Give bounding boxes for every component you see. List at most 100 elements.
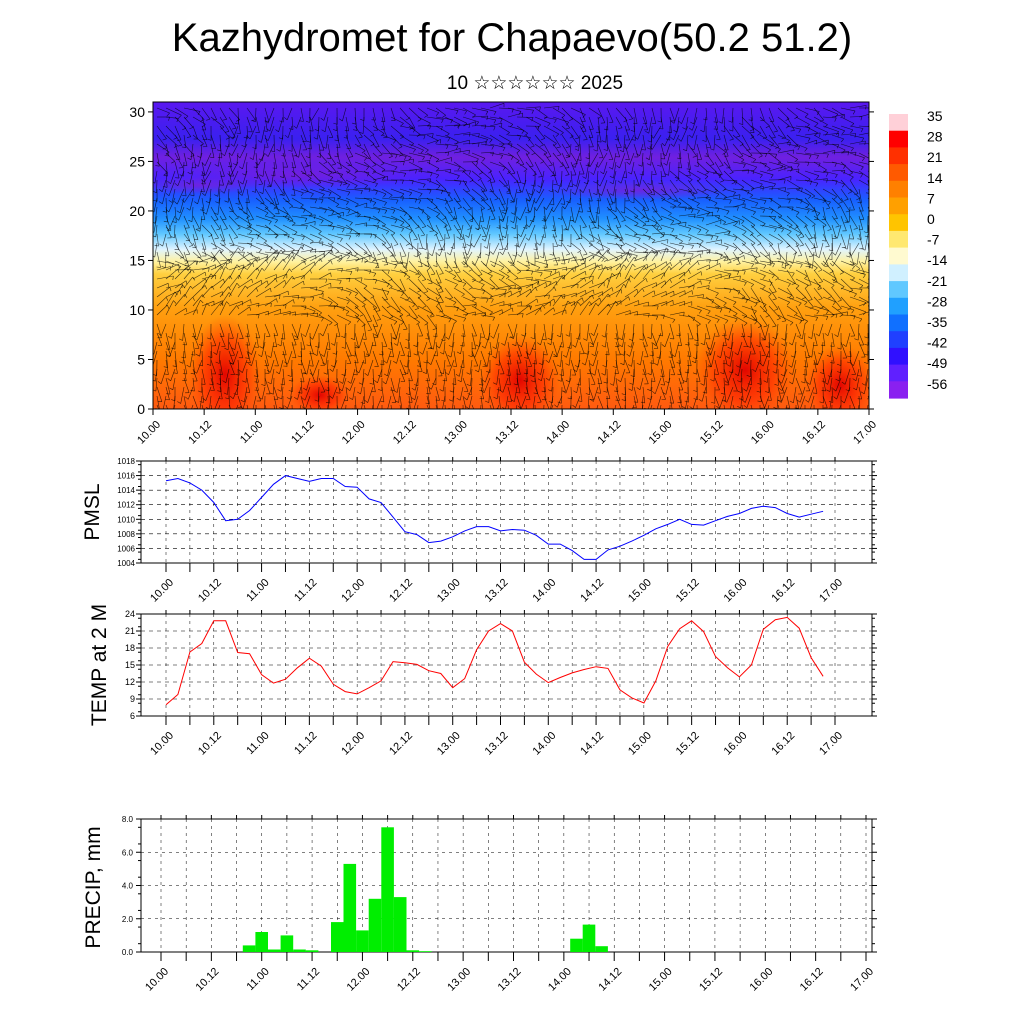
x-tick-label: 17.00 bbox=[817, 730, 845, 758]
x-tick-label: 14.00 bbox=[530, 577, 558, 605]
colorbar-label: -42 bbox=[927, 335, 947, 351]
x-tick-label: 15.00 bbox=[626, 730, 654, 758]
x-tick-label: 14.12 bbox=[578, 577, 606, 605]
x-tick-label: 14.12 bbox=[596, 966, 624, 994]
x-tick-label: 11.00 bbox=[244, 966, 271, 993]
x-tick-label: 11.12 bbox=[289, 419, 316, 446]
temp-line bbox=[165, 616, 824, 706]
pmsl-panel: 1004 1006 1008 1010 1012 1014 1016 1018 10.00 10.… bbox=[81, 457, 877, 605]
y-tick-label: 10 bbox=[129, 302, 145, 318]
colorbar-label: -49 bbox=[927, 355, 947, 371]
colorbar-swatch bbox=[889, 147, 908, 165]
precip-bar bbox=[595, 946, 608, 952]
x-tick-label: 11.00 bbox=[238, 419, 265, 446]
x-tick-label: 12.12 bbox=[391, 419, 419, 447]
x-tick-label: 10.00 bbox=[135, 419, 163, 447]
colorbar-swatch bbox=[889, 214, 908, 232]
temp-ylabel: TEMP at 2 M bbox=[88, 604, 111, 726]
x-tick-label: 14.12 bbox=[578, 730, 606, 758]
x-tick-label: 12.00 bbox=[339, 730, 367, 758]
x-tick-label: 15.00 bbox=[647, 419, 675, 447]
colorbar-swatch bbox=[889, 114, 908, 132]
x-tick-label: 12.00 bbox=[340, 419, 368, 447]
precip-bar bbox=[582, 924, 596, 952]
chart-subtitle: 10 ☆☆☆☆☆☆ 2025 bbox=[446, 73, 624, 94]
colorbar-label: -35 bbox=[927, 314, 947, 330]
y-tick-label: 1006 bbox=[117, 544, 135, 553]
y-tick-label: 1010 bbox=[117, 515, 135, 524]
warm-core bbox=[805, 345, 869, 409]
precip-bar bbox=[393, 897, 407, 952]
y-tick-label: 21 bbox=[125, 626, 135, 636]
warm-core bbox=[189, 315, 261, 409]
x-tick-label: 16.00 bbox=[749, 419, 777, 447]
x-tick-label: 12.12 bbox=[387, 577, 415, 605]
x-tick-label: 15.12 bbox=[697, 966, 725, 994]
colorbar-label: 0 bbox=[927, 211, 935, 227]
x-tick-label: 14.00 bbox=[530, 730, 558, 758]
colorbar-label: -56 bbox=[927, 376, 947, 392]
y-tick-label: 24 bbox=[125, 609, 135, 619]
x-tick-label: 16.00 bbox=[747, 966, 775, 994]
x-tick-label: 14.12 bbox=[595, 419, 623, 447]
warm-core bbox=[480, 335, 560, 409]
x-tick-label: 13.12 bbox=[493, 419, 521, 447]
x-tick-label: 16.12 bbox=[769, 730, 797, 758]
precip-panel: 0.0 2.0 4.0 6.0 8.0 10.00 10.12 11.00 11.12 12.00… bbox=[82, 815, 877, 994]
precip-bar bbox=[570, 938, 583, 952]
colorbar-swatch bbox=[889, 247, 908, 265]
y-tick-label: 15 bbox=[129, 252, 145, 268]
precip-bar bbox=[280, 935, 294, 952]
precip-bar bbox=[242, 945, 256, 952]
y-tick-label: 1004 bbox=[117, 559, 135, 568]
precip-bar bbox=[293, 949, 306, 952]
colorbar-swatch bbox=[889, 281, 908, 299]
cross-section-heatmap: 0 5 10 15 20 25 30 10.00 10.12 11.00 11.12 12.00 12.… bbox=[129, 101, 879, 447]
colorbar-label: 14 bbox=[927, 170, 943, 186]
precip-bar bbox=[305, 950, 319, 952]
colorbar-swatch bbox=[889, 264, 908, 282]
precip-bar bbox=[255, 932, 268, 952]
y-tick-label: 1016 bbox=[117, 472, 135, 481]
x-tick-label: 14.00 bbox=[546, 966, 574, 994]
y-tick-label: 2.0 bbox=[122, 915, 134, 924]
precip-ylabel: PRECIP, mm bbox=[82, 826, 105, 948]
x-tick-label: 11.12 bbox=[292, 577, 319, 604]
x-tick-label: 11.12 bbox=[292, 730, 319, 757]
precip-bar bbox=[419, 951, 432, 952]
colorbar: 35 28 21 14 7 0 -7 -14 -21 -28 -35 -42 -49 -56 bbox=[889, 108, 947, 399]
colorbar-swatch bbox=[889, 297, 908, 316]
x-tick-label: 17.00 bbox=[848, 966, 876, 994]
y-tick-label: 25 bbox=[129, 153, 145, 169]
colorbar-swatch bbox=[889, 331, 908, 349]
y-tick-label: 1014 bbox=[117, 486, 135, 495]
x-tick-label: 12.00 bbox=[345, 966, 373, 994]
x-tick-label: 15.00 bbox=[626, 577, 654, 605]
colorbar-swatch bbox=[889, 180, 908, 199]
x-tick-label: 16.12 bbox=[798, 966, 826, 994]
x-tick-label: 11.12 bbox=[295, 966, 322, 993]
temp-panel: 6 9 12 15 18 21 24 10.00 10.12 11.00 11.12 12.00 12.… bbox=[88, 604, 877, 758]
colorbar-label: -28 bbox=[927, 293, 947, 309]
x-tick-label: 16.00 bbox=[722, 577, 750, 605]
precip-bar bbox=[343, 863, 357, 952]
x-tick-label: 12.12 bbox=[395, 966, 423, 994]
x-tick-label: 12.00 bbox=[339, 577, 367, 605]
y-tick-label: 5 bbox=[137, 351, 145, 367]
x-tick-label: 12.12 bbox=[387, 730, 415, 758]
colorbar-label: 7 bbox=[927, 190, 935, 206]
chart-title: Kazhydromet for Chapaevo(50.2 51.2) bbox=[171, 16, 853, 60]
pmsl-frame bbox=[140, 460, 873, 564]
y-tick-label: 6 bbox=[130, 711, 135, 721]
y-tick-label: 6.0 bbox=[122, 848, 134, 857]
y-tick-label: 1018 bbox=[117, 457, 135, 466]
x-tick-label: 10.00 bbox=[148, 577, 176, 605]
y-tick-label: 4.0 bbox=[122, 882, 134, 891]
x-tick-label: 13.12 bbox=[483, 577, 511, 605]
y-tick-label: 8.0 bbox=[122, 815, 134, 824]
precip-bar bbox=[406, 950, 420, 952]
y-tick-label: 20 bbox=[129, 203, 145, 219]
x-tick-label: 15.12 bbox=[674, 577, 702, 605]
precip-bar bbox=[381, 827, 394, 952]
